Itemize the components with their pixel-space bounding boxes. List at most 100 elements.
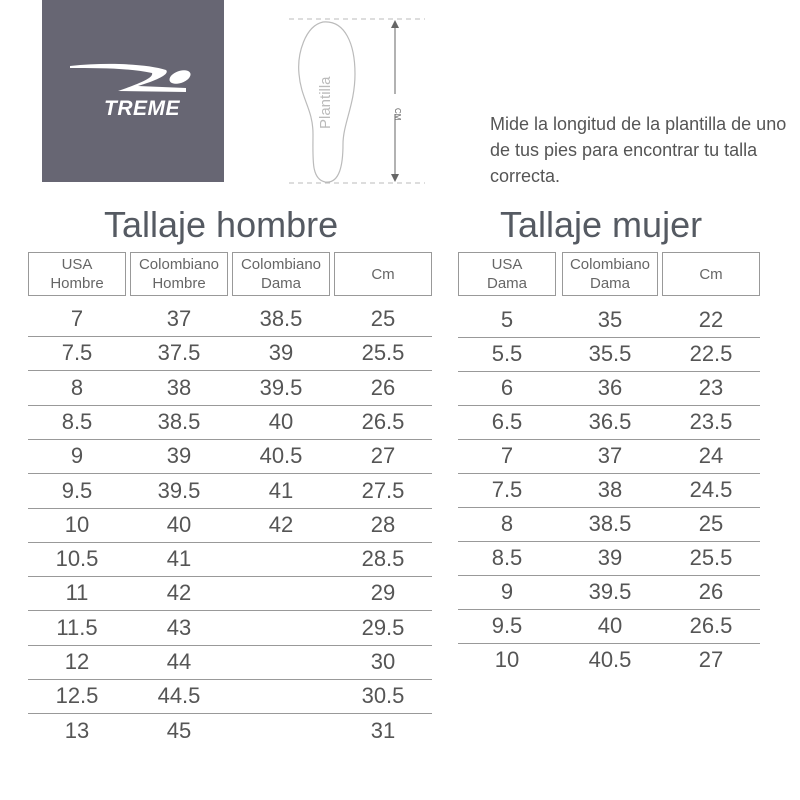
table-cell: 40 <box>166 511 192 537</box>
header-line: Hombre <box>50 275 104 292</box>
table-cell: 25 <box>370 306 396 331</box>
table-cell: 12 <box>64 649 90 674</box>
table-cell: 13 <box>64 717 90 743</box>
table-row: 13 45 31 <box>28 714 432 748</box>
table-row: 8.5 38.5 40 26.5 <box>28 405 432 440</box>
table-row: 11.5 43 29.5 <box>28 611 432 646</box>
table-cell: 7 <box>70 306 84 331</box>
men-title: Tallaje hombre <box>104 204 339 245</box>
table-row: 5.5 35.5 22.5 <box>458 337 760 372</box>
table-cell: 38 <box>166 374 192 400</box>
table-cell: 11 <box>65 580 89 606</box>
table-cell: 39 <box>597 545 623 570</box>
table-row: 9.5 40 26.5 <box>458 609 760 644</box>
table-row: 8.5 39 25.5 <box>458 541 760 576</box>
table-cell: 29 <box>370 580 396 606</box>
table-cell: 39.5 <box>157 477 201 503</box>
table-cell: 36 <box>597 375 623 400</box>
column-header: USA Dama <box>458 252 556 296</box>
table-cell: 9.5 <box>491 613 523 638</box>
table-row: 10 40.5 27 <box>458 643 760 677</box>
table-cell: 27.5 <box>361 477 405 503</box>
table-cell: 31 <box>370 717 396 743</box>
table-cell: 42 <box>166 580 192 606</box>
table-cell: 41 <box>166 546 192 572</box>
table-cell: 30.5 <box>361 683 405 709</box>
table-cell: 37 <box>597 443 623 468</box>
table-row: 9 39 40.5 27 <box>28 439 432 475</box>
table-cell: 27 <box>370 443 396 469</box>
table-cell: 10.5 <box>55 546 99 572</box>
table-cell: 12.5 <box>55 683 99 709</box>
table-cell: 8 <box>70 374 84 400</box>
table-cell: 9 <box>500 579 514 604</box>
table-cell: 8.5 <box>61 408 93 434</box>
table-row: 9.5 39.5 41 27.5 <box>28 474 432 509</box>
table-cell: 28 <box>370 511 396 537</box>
table-row: 10 40 42 28 <box>28 508 432 543</box>
table-cell: 9.5 <box>61 477 93 503</box>
table-cell: 5 <box>500 307 514 332</box>
measure-label: CM <box>393 108 402 121</box>
table-cell: 44.5 <box>157 683 201 709</box>
table-cell: 26.5 <box>689 613 733 638</box>
header-line: Cm <box>699 265 723 283</box>
table-cell: 23 <box>698 375 724 400</box>
table-cell: 39 <box>166 443 192 469</box>
table-row: 12.5 44.5 30.5 <box>28 679 432 715</box>
table-row: 6.5 36.5 23.5 <box>458 405 760 440</box>
table-cell: 6.5 <box>491 409 523 434</box>
table-cell: 26.5 <box>361 408 405 434</box>
table-cell: 25.5 <box>361 340 405 366</box>
table-cell: 38 <box>597 477 623 502</box>
table-row: 8 38 39.5 26 <box>28 371 432 406</box>
table-cell: 22 <box>698 307 724 332</box>
table-cell: 41 <box>268 477 294 503</box>
table-row: 12 44 30 <box>28 645 432 680</box>
table-cell: 10 <box>494 647 520 672</box>
table-cell: 36.5 <box>588 409 632 434</box>
header-line: Dama <box>589 275 630 292</box>
table-cell: 5.5 <box>491 341 523 366</box>
column-header: Cm <box>334 252 432 296</box>
brand-logo: TREME <box>42 0 224 182</box>
column-header: Cm <box>662 252 760 296</box>
header-line: Cm <box>371 265 395 283</box>
column-header: USA Hombre <box>28 252 126 296</box>
header-line: Colombiano <box>240 256 322 273</box>
table-cell: 45 <box>166 717 192 743</box>
table-row: 7.5 38 24.5 <box>458 473 760 508</box>
table-cell: 43 <box>166 614 192 640</box>
table-cell: 25 <box>698 511 724 536</box>
logo-text: TREME <box>104 97 180 120</box>
table-cell: 24 <box>698 443 724 468</box>
table-cell: 29.5 <box>361 614 405 640</box>
header-line: Colombiano <box>569 256 651 273</box>
table-cell: 9 <box>70 443 84 469</box>
instructions: Mide la longitud de la plantilla de uno … <box>490 114 787 186</box>
table-cell: 30 <box>370 649 396 674</box>
table-cell: 40.5 <box>259 443 303 469</box>
table-cell: 40 <box>268 408 294 434</box>
header-line: Dama <box>486 275 527 292</box>
table-cell: 37 <box>166 306 192 331</box>
table-cell: 26 <box>370 374 396 400</box>
table-row: 7 37 24 <box>458 439 760 474</box>
table-row: 7.5 37.5 39 25.5 <box>28 336 432 372</box>
column-header: Colombiano Hombre <box>130 252 228 296</box>
table-cell: 39.5 <box>588 579 632 604</box>
header-line: Hombre <box>152 275 206 292</box>
table-row: 8 38.5 25 <box>458 507 760 542</box>
table-cell: 40.5 <box>588 647 632 672</box>
table-cell: 8.5 <box>491 545 523 570</box>
table-cell: 35 <box>597 307 623 332</box>
header-line: Colombiano <box>138 256 220 273</box>
table-row: 11 42 29 <box>28 576 432 612</box>
table-cell: 22.5 <box>689 341 733 366</box>
women-title: Tallaje mujer <box>500 204 703 245</box>
table-cell: 6 <box>500 375 514 400</box>
table-row: 6 36 23 <box>458 371 760 406</box>
table-cell: 25.5 <box>689 545 733 570</box>
table-cell: 24.5 <box>689 477 733 502</box>
table-cell: 37.5 <box>157 340 201 366</box>
